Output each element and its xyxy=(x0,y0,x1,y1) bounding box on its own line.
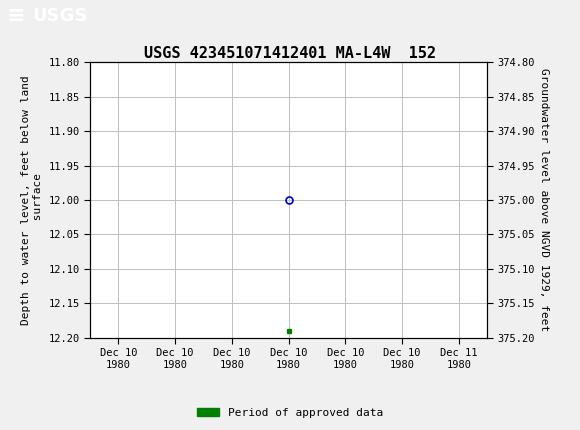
Legend: Period of approved data: Period of approved data xyxy=(193,403,387,422)
Text: USGS 423451071412401 MA-L4W  152: USGS 423451071412401 MA-L4W 152 xyxy=(144,46,436,61)
Y-axis label: Depth to water level, feet below land
 surface: Depth to water level, feet below land su… xyxy=(21,75,43,325)
Y-axis label: Groundwater level above NGVD 1929, feet: Groundwater level above NGVD 1929, feet xyxy=(539,68,549,332)
Text: ≡: ≡ xyxy=(7,6,26,26)
Text: USGS: USGS xyxy=(32,7,87,25)
